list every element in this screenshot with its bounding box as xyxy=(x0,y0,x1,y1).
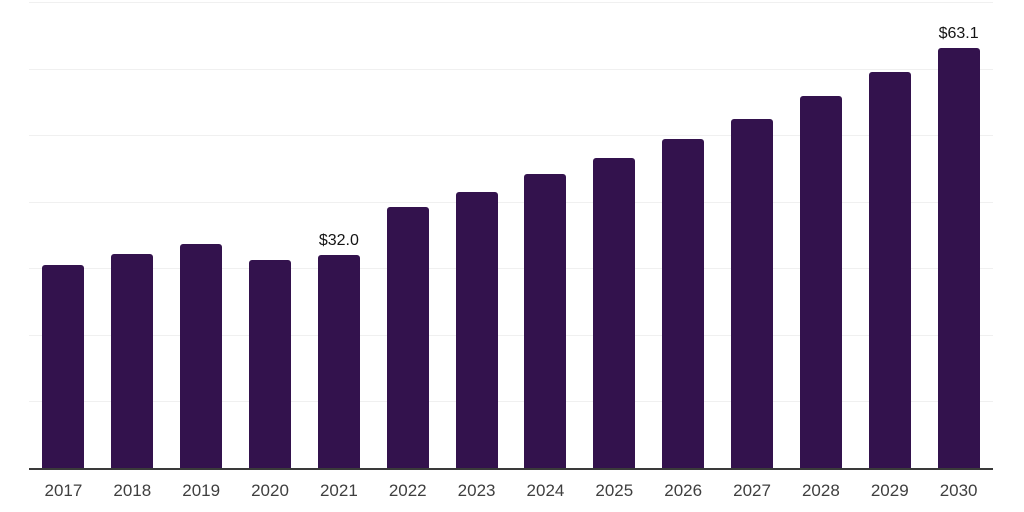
bar-2023 xyxy=(455,191,498,468)
bar-slot-2027 xyxy=(718,2,787,468)
bar-slot-2022 xyxy=(373,2,442,468)
x-tick-label-2018: 2018 xyxy=(113,481,152,500)
bar-2027 xyxy=(731,118,774,468)
x-tick-label-2027: 2027 xyxy=(733,481,771,500)
data-label-2030: $63.1 xyxy=(938,24,979,42)
bar-2019 xyxy=(180,243,223,468)
bar-2017 xyxy=(42,264,85,468)
x-tick-label-2020: 2020 xyxy=(251,481,289,500)
x-tick-label-2019: 2019 xyxy=(182,481,221,500)
plot-area: $32.0 $63.1 xyxy=(29,2,993,470)
bar-slot-2021: $32.0 xyxy=(304,2,373,468)
bar-slot-2018 xyxy=(98,2,167,468)
x-tick-label-2028: 2028 xyxy=(801,481,840,500)
bar-slot-2024 xyxy=(511,2,580,468)
bar-2026 xyxy=(662,139,705,468)
bar-slot-2025 xyxy=(580,2,649,468)
bar-slot-2023 xyxy=(442,2,511,468)
bar-slot-2030: $63.1 xyxy=(924,2,993,468)
x-tick-label-2029: 2029 xyxy=(870,481,909,500)
bar-slot-2029 xyxy=(855,2,924,468)
x-tick-label-2021: 2021 xyxy=(319,481,358,500)
bar-2030 xyxy=(937,47,980,468)
data-label-2021: $32.0 xyxy=(318,231,359,249)
bar-2028 xyxy=(799,95,842,468)
x-tick-label-2030: 2030 xyxy=(939,481,978,500)
gridline-30 xyxy=(29,268,993,270)
bar-2022 xyxy=(386,207,429,468)
gridline-10 xyxy=(29,401,993,403)
gridline-60 xyxy=(29,68,993,70)
gridline-70 xyxy=(29,2,993,3)
bar-slot-2017 xyxy=(29,2,98,468)
bar-slot-2019 xyxy=(167,2,236,468)
bar-series: $32.0 $63.1 xyxy=(29,2,993,468)
bar-2024 xyxy=(524,174,567,468)
x-tick-label-2017: 2017 xyxy=(44,481,83,500)
x-tick-label-2022: 2022 xyxy=(388,481,427,500)
x-tick-label-2026: 2026 xyxy=(664,481,703,500)
x-axis-labels: 2017 2018 2019 2020 2021 2022 2023 2024 2025 2026… xyxy=(29,479,993,503)
x-tick-label-2024: 2024 xyxy=(526,481,565,500)
bar-2020 xyxy=(249,260,291,468)
bar-2029 xyxy=(868,71,911,468)
bar-2018 xyxy=(111,254,154,468)
bar-2025 xyxy=(593,157,636,468)
bar-slot-2028 xyxy=(786,2,855,468)
x-tick-label-2025: 2025 xyxy=(595,481,634,500)
bar-slot-2026 xyxy=(649,2,718,468)
gridline-50 xyxy=(29,135,993,137)
bar-slot-2020 xyxy=(236,2,305,468)
x-tick-label-2023: 2023 xyxy=(457,481,496,500)
bar-2021 xyxy=(317,254,360,468)
gridline-20 xyxy=(29,334,993,336)
gridline-40 xyxy=(29,201,993,203)
